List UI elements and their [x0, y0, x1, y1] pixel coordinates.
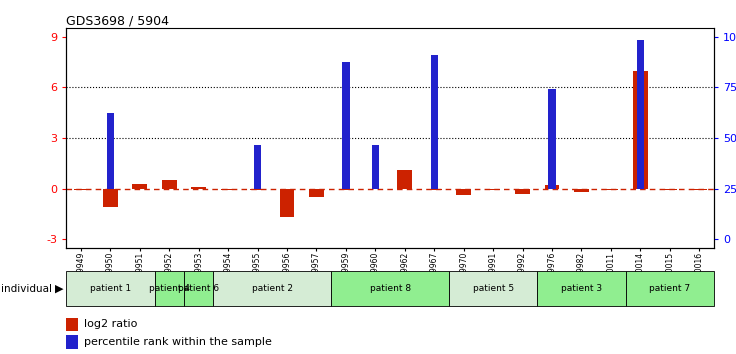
- Bar: [456, 189, 471, 195]
- Bar: [280, 189, 294, 217]
- Bar: [515, 189, 530, 194]
- Text: patient 4: patient 4: [149, 284, 190, 293]
- FancyBboxPatch shape: [626, 271, 714, 306]
- FancyBboxPatch shape: [184, 271, 213, 306]
- FancyBboxPatch shape: [449, 271, 537, 306]
- Text: patient 1: patient 1: [90, 284, 131, 293]
- Text: log2 ratio: log2 ratio: [85, 319, 138, 329]
- Bar: [397, 170, 412, 189]
- Bar: [191, 187, 206, 189]
- Text: GDS3698 / 5904: GDS3698 / 5904: [66, 14, 169, 27]
- Bar: [66, 335, 78, 349]
- Bar: [250, 189, 265, 190]
- Text: patient 3: patient 3: [561, 284, 602, 293]
- Bar: [633, 70, 648, 189]
- Bar: [254, 145, 261, 189]
- Bar: [372, 145, 379, 189]
- Text: patient 8: patient 8: [369, 284, 411, 293]
- Bar: [637, 40, 644, 189]
- Bar: [103, 189, 118, 207]
- FancyBboxPatch shape: [537, 271, 626, 306]
- Bar: [74, 189, 88, 190]
- Bar: [342, 62, 350, 189]
- Text: individual: individual: [1, 284, 52, 293]
- Text: patient 2: patient 2: [252, 284, 293, 293]
- Bar: [309, 189, 324, 197]
- Text: patient 7: patient 7: [649, 284, 690, 293]
- Text: patient 6: patient 6: [178, 284, 219, 293]
- Text: ▶: ▶: [55, 284, 64, 293]
- Bar: [545, 185, 559, 189]
- Bar: [162, 180, 177, 189]
- FancyBboxPatch shape: [155, 271, 184, 306]
- Bar: [107, 113, 114, 189]
- Bar: [548, 89, 556, 189]
- FancyBboxPatch shape: [66, 271, 155, 306]
- Text: patient 5: patient 5: [473, 284, 514, 293]
- Text: percentile rank within the sample: percentile rank within the sample: [85, 337, 272, 347]
- FancyBboxPatch shape: [213, 271, 331, 306]
- Bar: [66, 318, 78, 331]
- Bar: [132, 184, 147, 189]
- Bar: [574, 189, 589, 192]
- FancyBboxPatch shape: [331, 271, 449, 306]
- Bar: [431, 55, 438, 189]
